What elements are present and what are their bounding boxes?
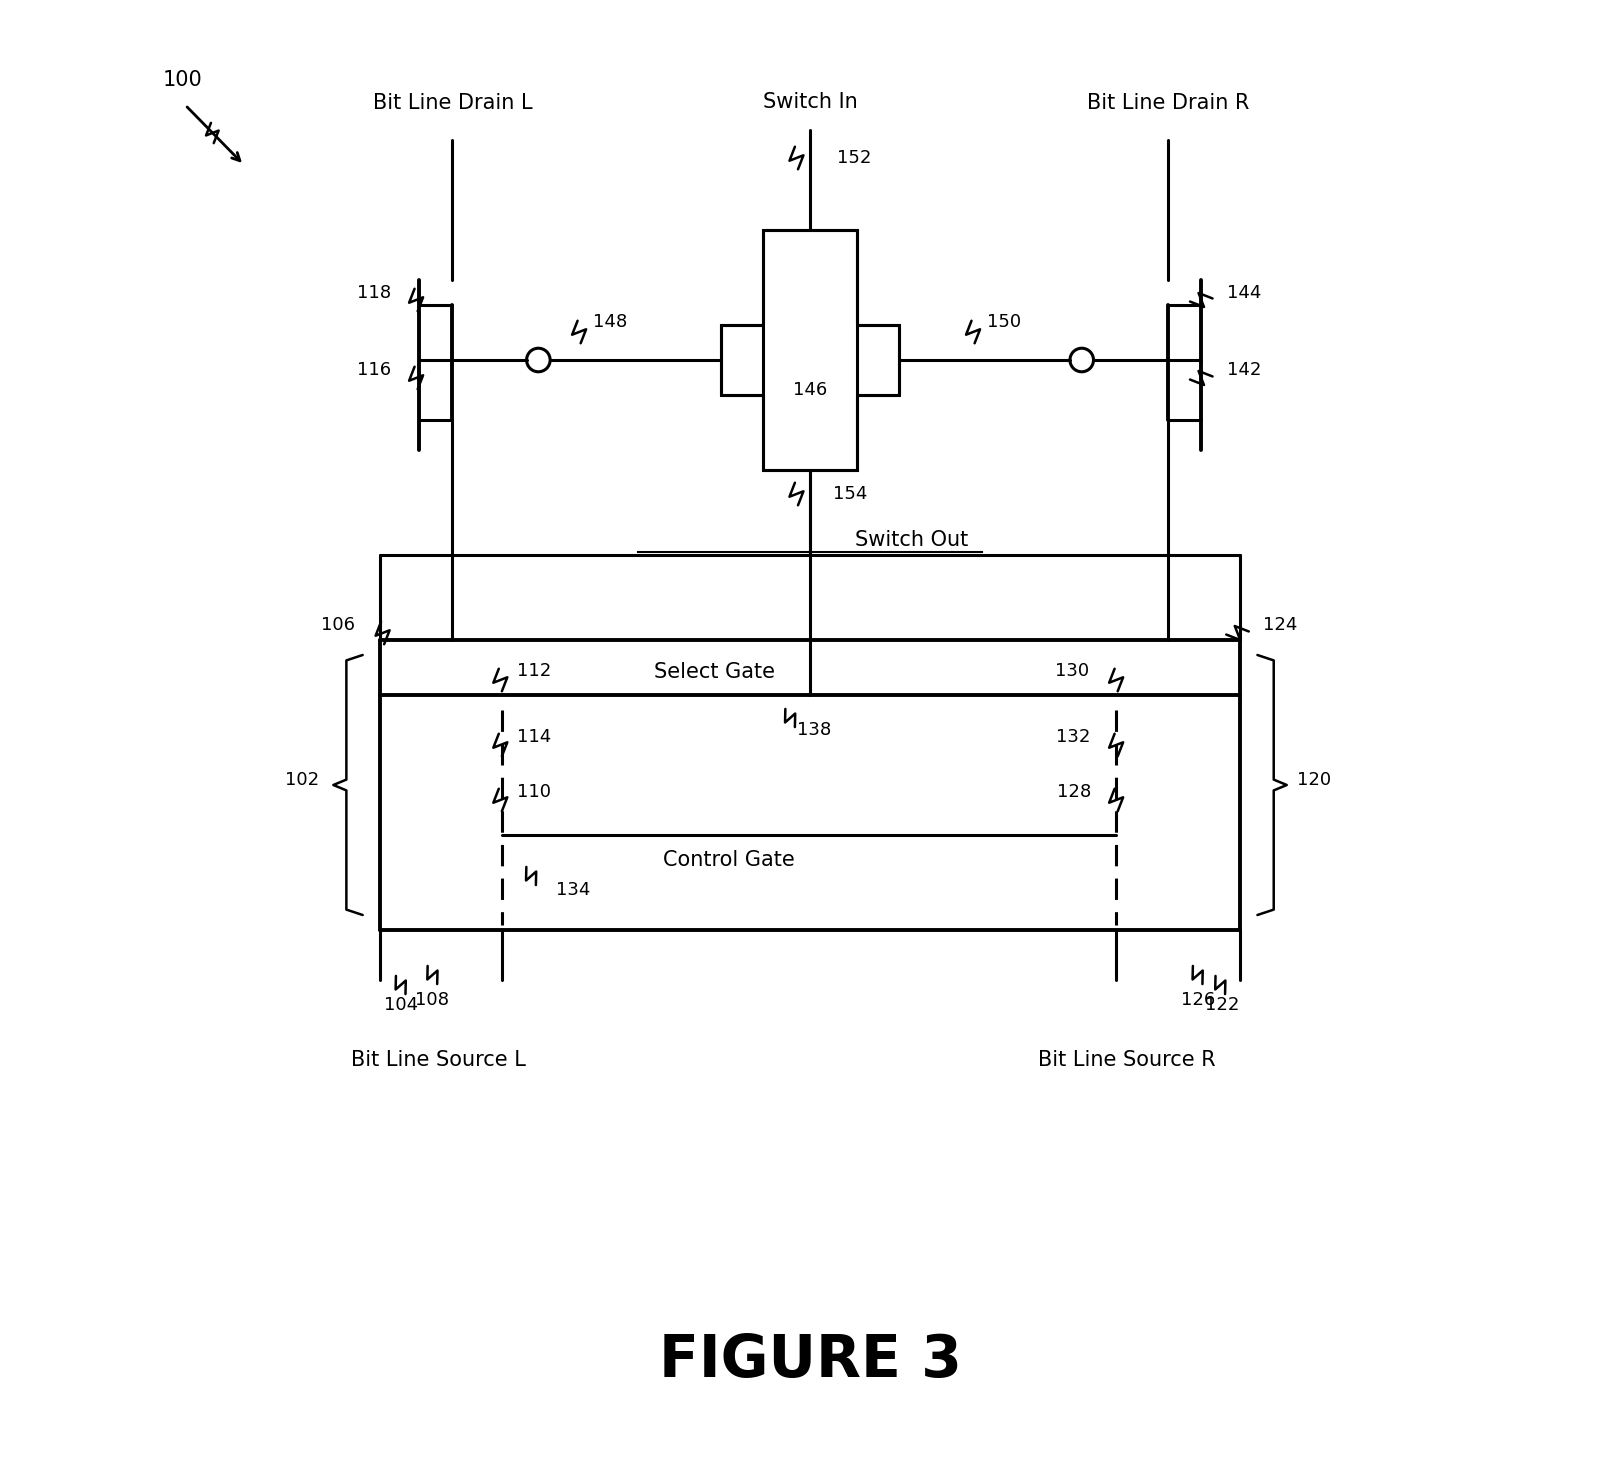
- Text: 102: 102: [285, 771, 319, 788]
- Bar: [763, 230, 858, 470]
- Text: Bit Line Source R: Bit Line Source R: [1037, 1050, 1216, 1070]
- Text: 148: 148: [593, 313, 627, 330]
- Text: 134: 134: [556, 881, 590, 898]
- Text: 154: 154: [833, 484, 867, 504]
- Text: 122: 122: [1204, 995, 1240, 1014]
- Text: 100: 100: [162, 70, 203, 90]
- Text: 116: 116: [357, 361, 391, 379]
- Text: Switch In: Switch In: [762, 92, 858, 112]
- Text: 104: 104: [384, 995, 418, 1014]
- Text: 120: 120: [1297, 771, 1331, 788]
- Text: 144: 144: [1227, 283, 1261, 302]
- Text: 146: 146: [793, 382, 827, 399]
- Text: 152: 152: [836, 148, 872, 167]
- Text: 150: 150: [987, 313, 1021, 330]
- Bar: [721, 324, 898, 395]
- Text: 112: 112: [517, 662, 551, 680]
- Text: FIGURE 3: FIGURE 3: [658, 1331, 961, 1389]
- Text: Switch Out: Switch Out: [856, 530, 969, 550]
- Text: 108: 108: [415, 991, 449, 1009]
- Text: Select Gate: Select Gate: [655, 662, 775, 683]
- Text: 110: 110: [517, 782, 551, 802]
- Text: 132: 132: [1057, 728, 1091, 746]
- Text: 138: 138: [798, 721, 832, 738]
- Text: 124: 124: [1263, 617, 1297, 634]
- Text: Bit Line Drain R: Bit Line Drain R: [1086, 92, 1248, 113]
- Text: 114: 114: [517, 728, 551, 746]
- Text: 142: 142: [1227, 361, 1261, 379]
- Text: Control Gate: Control Gate: [663, 850, 794, 871]
- Text: Bit Line Source L: Bit Line Source L: [352, 1050, 527, 1070]
- Text: 106: 106: [321, 617, 355, 634]
- Text: 128: 128: [1057, 782, 1091, 802]
- Text: 126: 126: [1180, 991, 1214, 1009]
- Text: Bit Line Drain L: Bit Line Drain L: [373, 92, 532, 113]
- Text: 130: 130: [1055, 662, 1089, 680]
- Text: 118: 118: [357, 283, 391, 302]
